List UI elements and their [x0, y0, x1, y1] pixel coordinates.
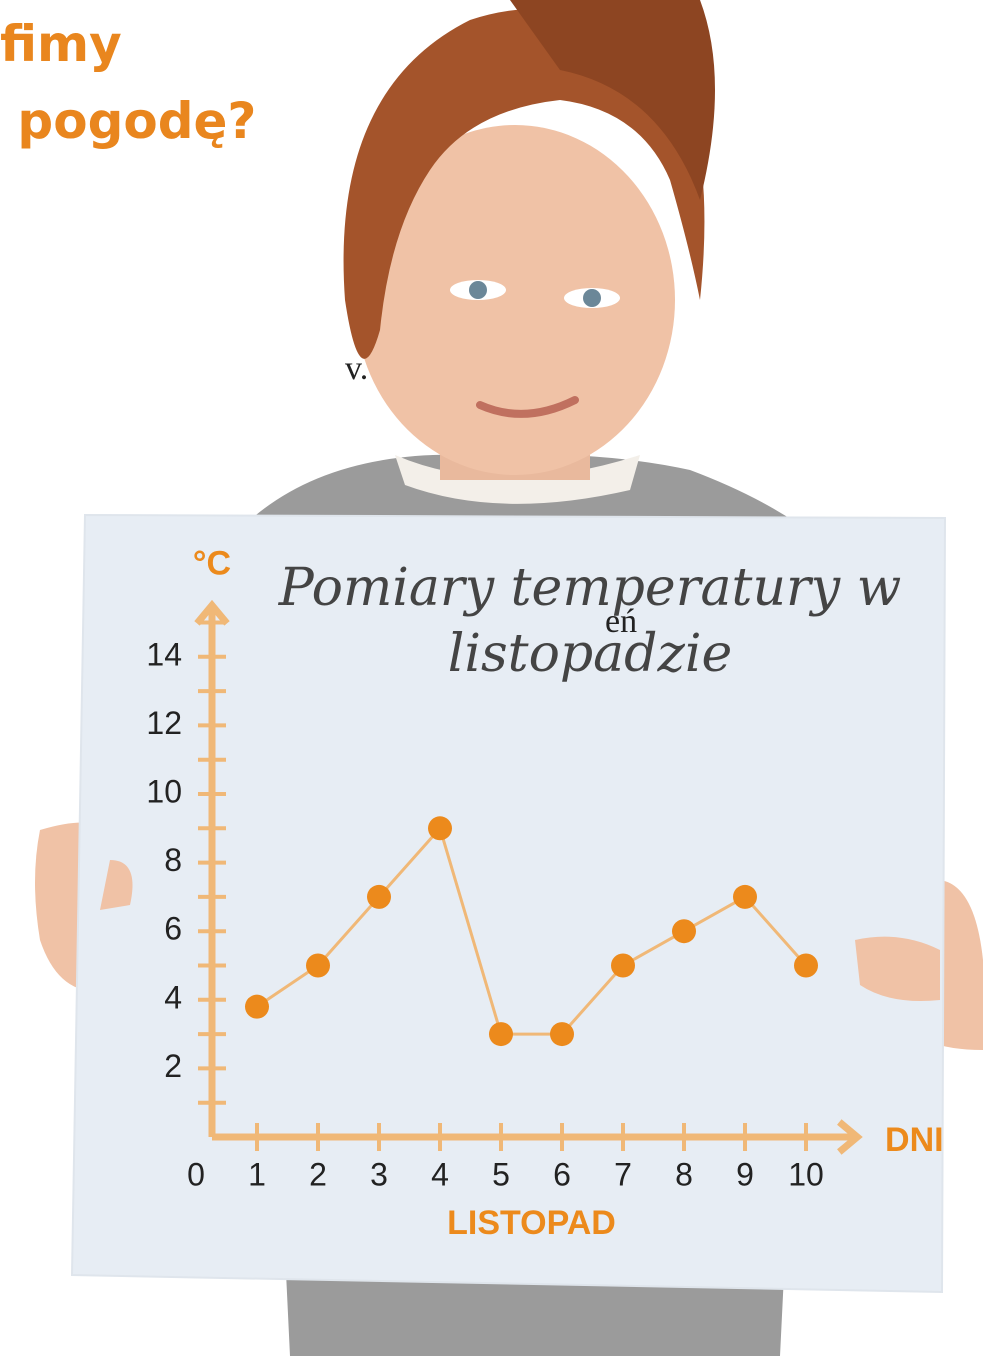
data-point: [550, 1022, 574, 1046]
y-axis-label: °C: [193, 544, 231, 582]
y-tick-label: 4: [164, 979, 182, 1015]
data-point: [733, 885, 757, 909]
data-point: [245, 995, 269, 1019]
x-axis-sublabel: LISTOPAD: [447, 1204, 616, 1242]
x-tick-label: 7: [614, 1156, 632, 1192]
iris: [469, 281, 487, 299]
x-tick-label: 9: [736, 1156, 754, 1192]
x-tick-label: 2: [309, 1156, 327, 1192]
y-tick-label: 12: [146, 705, 182, 741]
x-tick-label: 4: [431, 1156, 449, 1192]
x-tick-label: 3: [370, 1156, 388, 1192]
y-tick-label: 10: [146, 773, 182, 809]
iris: [583, 289, 601, 307]
y-tick-label: 8: [164, 842, 182, 878]
data-point: [489, 1022, 513, 1046]
heading: c pogodę?: [0, 92, 256, 150]
heading: fimy: [0, 15, 122, 73]
data-point: [794, 954, 818, 978]
chart-title: Pomiary temperatury w listopadzie: [250, 555, 930, 687]
y-tick-label: 14: [146, 636, 182, 672]
text-fragment: v.: [345, 350, 368, 388]
data-point: [672, 919, 696, 943]
x-tick-label: 5: [492, 1156, 510, 1192]
x-tick-label: 8: [675, 1156, 693, 1192]
x-tick-label: 1: [248, 1156, 266, 1192]
x-tick-label: 6: [553, 1156, 571, 1192]
data-point: [367, 885, 391, 909]
y-tick-label: 2: [164, 1048, 182, 1084]
y-tick-label: 6: [164, 911, 182, 947]
x-axis-label: DNI: [885, 1121, 944, 1159]
page: {"page_text": {"heading_line1": "fimy", …: [0, 0, 983, 1356]
data-point: [306, 954, 330, 978]
heading-text: pogodę?: [17, 92, 256, 150]
data-point: [428, 816, 452, 840]
x-tick-label: 0: [187, 1156, 205, 1192]
data-point: [611, 954, 635, 978]
x-tick-label: 10: [788, 1156, 824, 1192]
